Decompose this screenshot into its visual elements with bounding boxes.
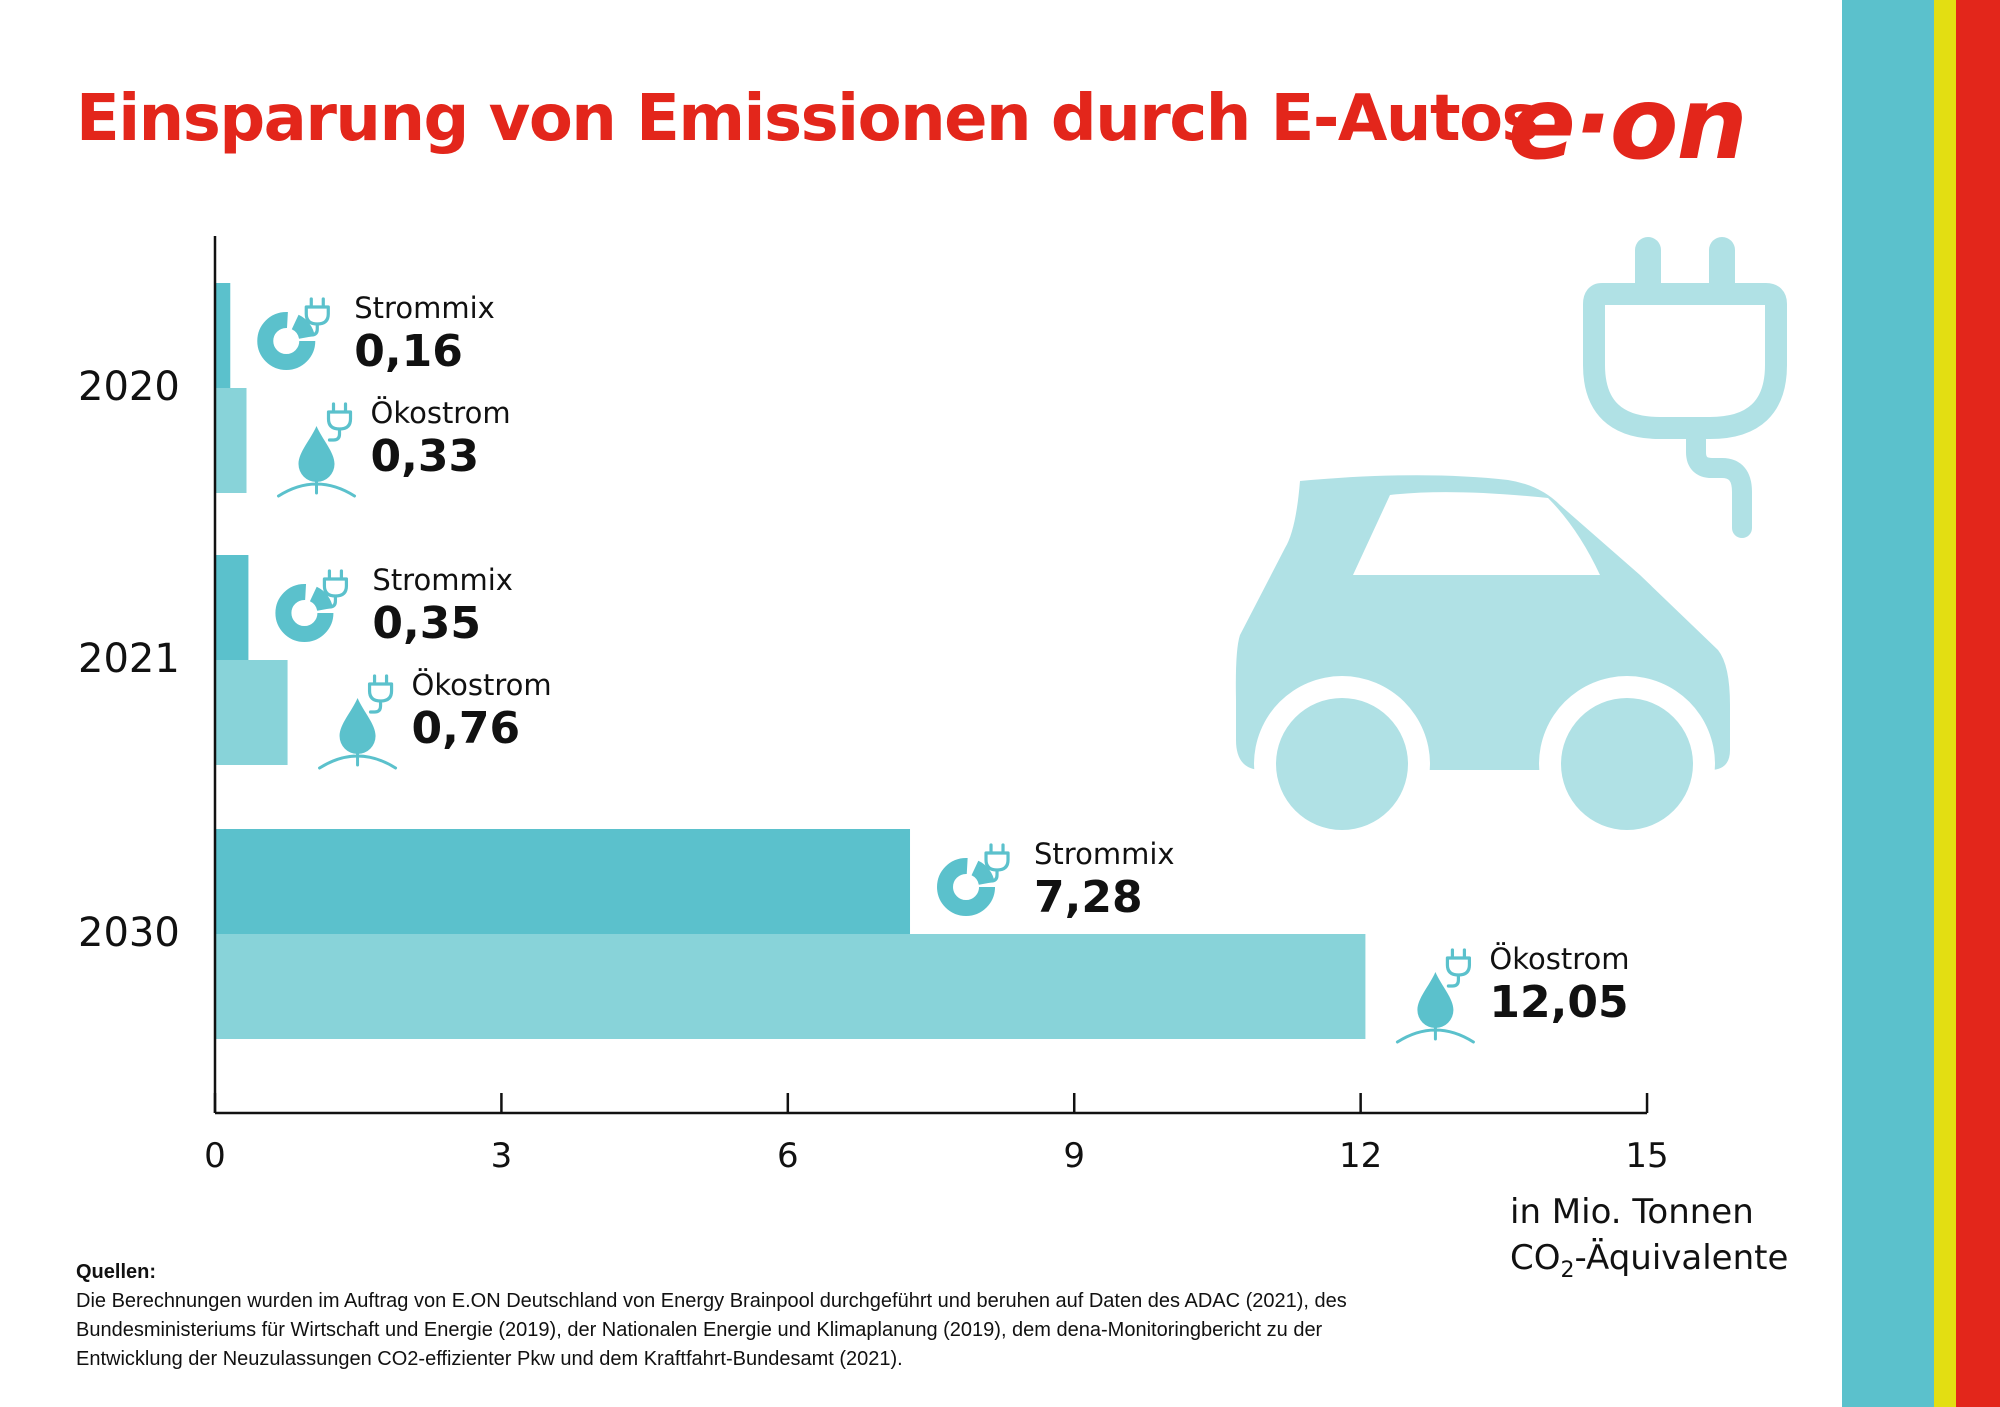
eon-logo: e·on	[1508, 65, 1748, 182]
plug-glyph	[367, 674, 394, 714]
ground-line	[277, 479, 357, 498]
plug-cable	[1686, 418, 1752, 538]
series-name-label: Strommix	[1034, 837, 1175, 871]
plug-prong-right	[1709, 237, 1735, 297]
series-name-label: Ökostrom	[1489, 942, 1629, 976]
donut-ring	[937, 858, 996, 916]
sources-title: Quellen:	[76, 1261, 157, 1283]
x-tick-label: 15	[1625, 1136, 1668, 1176]
drop-glyph	[298, 426, 335, 482]
drop-glyph	[1417, 972, 1454, 1028]
donut-ring	[275, 584, 334, 642]
category-label-2021: 2021	[78, 636, 180, 682]
plug-prong-left	[1635, 237, 1661, 297]
decorative-stripe-yellow	[1934, 0, 1956, 1407]
plug-glyph	[322, 569, 349, 609]
bar-strommix-2020	[215, 283, 231, 388]
plug-head	[1583, 283, 1787, 439]
x-tick-label: 6	[777, 1136, 799, 1176]
page-title: Einsparung von Emissionen durch E-Autos	[76, 82, 1540, 156]
series-name-label: Strommix	[354, 291, 495, 325]
car-wheel-front	[1276, 698, 1408, 830]
x-axis-unit-line2: CO2-Äquivalente	[1510, 1238, 1789, 1283]
category-label-2030: 2030	[78, 910, 180, 956]
plug-glyph	[984, 843, 1010, 883]
decorative-stripe-teal	[1842, 0, 1934, 1407]
data-value-label: 12,05	[1489, 977, 1628, 1028]
x-tick-label: 9	[1063, 1136, 1085, 1176]
category-label-2020: 2020	[78, 364, 180, 410]
bar-oekostrom-2030	[215, 934, 1366, 1039]
car-window	[1353, 492, 1600, 575]
car-wheel-rear	[1561, 698, 1693, 830]
series-name-label: Strommix	[372, 563, 513, 597]
drop-glyph	[339, 698, 376, 754]
plug-glyph	[326, 402, 353, 442]
bar-oekostrom-2020	[215, 388, 247, 493]
x-tick-label: 0	[204, 1136, 226, 1176]
plug-glyph	[1445, 948, 1472, 988]
sources-note: Quellen: Die Berechnungen wurden im Auft…	[76, 1258, 1366, 1374]
ground-line	[318, 751, 398, 770]
sources-text: Die Berechnungen wurden im Auftrag von E…	[76, 1290, 1347, 1370]
data-value-label: 0,33	[371, 431, 480, 482]
plug-glyph	[304, 297, 330, 337]
electric-car-with-plug-icon	[1235, 237, 1787, 852]
donut-ring	[257, 312, 316, 370]
bar-strommix-2021	[215, 555, 249, 660]
data-value-label: 0,16	[354, 326, 463, 377]
bar-strommix-2030	[215, 829, 911, 934]
x-tick-label: 12	[1339, 1136, 1382, 1176]
series-name-label: Ökostrom	[371, 396, 511, 430]
x-axis-unit-line1: in Mio. Tonnen	[1510, 1192, 1754, 1232]
series-name-label: Ökostrom	[412, 668, 552, 702]
data-value-label: 0,76	[412, 703, 521, 754]
x-tick-label: 3	[491, 1136, 513, 1176]
bar-oekostrom-2021	[215, 660, 288, 765]
data-value-label: 7,28	[1034, 872, 1143, 923]
decorative-stripe-red	[1956, 0, 2000, 1407]
ground-line	[1395, 1025, 1475, 1044]
data-value-label: 0,35	[372, 598, 481, 649]
